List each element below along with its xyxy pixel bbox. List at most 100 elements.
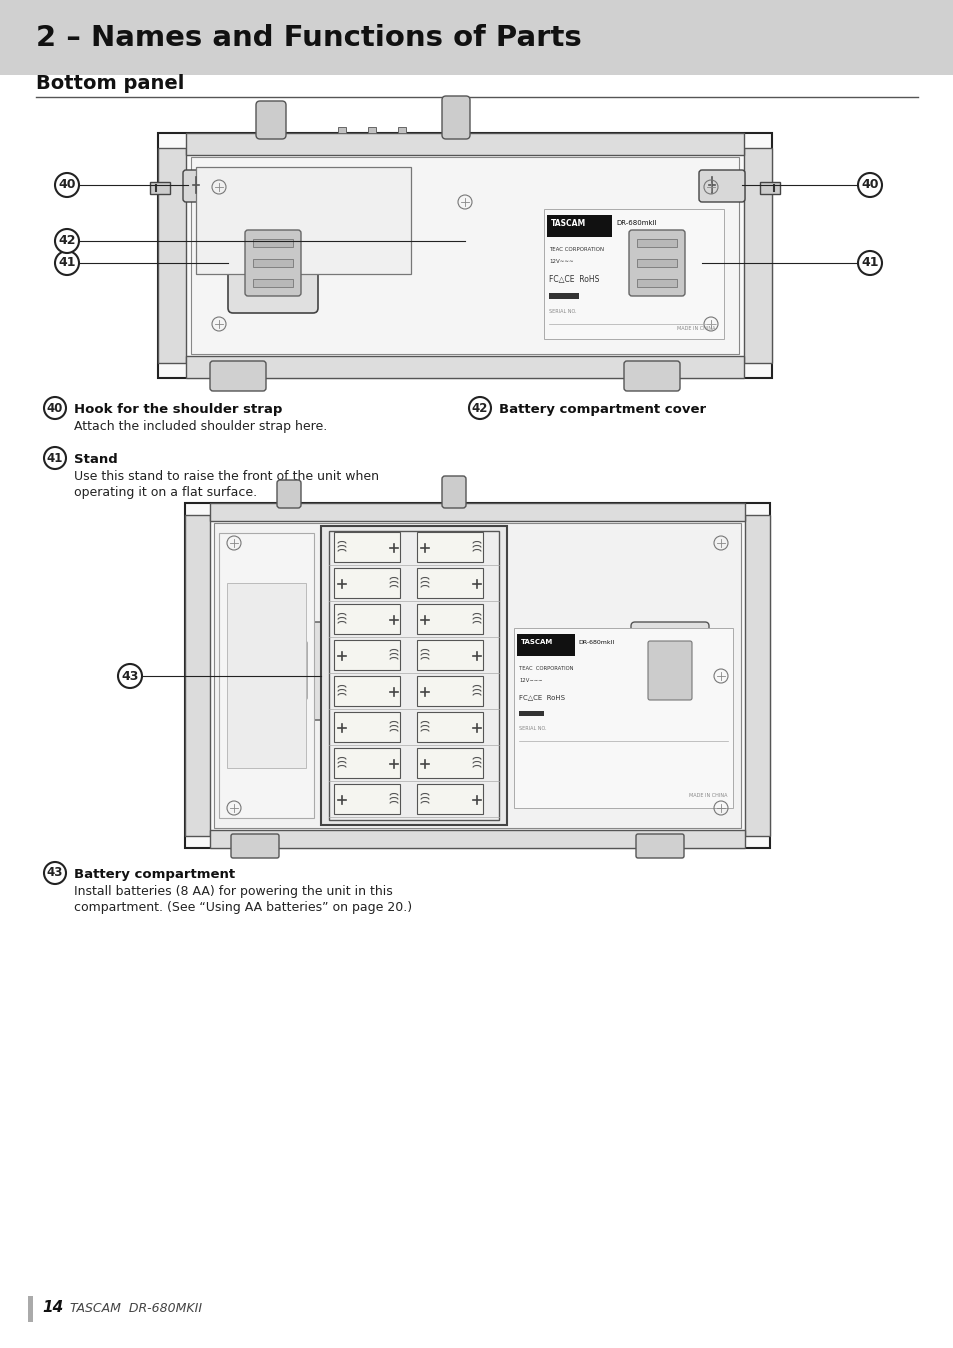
Bar — [334, 748, 399, 778]
Bar — [416, 604, 482, 634]
Bar — [195, 167, 411, 274]
Text: DR-680mkII: DR-680mkII — [578, 639, 614, 644]
Circle shape — [44, 861, 66, 884]
Text: FC△CE  RoHS: FC△CE RoHS — [518, 694, 564, 700]
FancyBboxPatch shape — [263, 642, 307, 700]
Bar — [191, 156, 739, 355]
Text: Attach the included shoulder strap here.: Attach the included shoulder strap here. — [74, 421, 327, 433]
Text: MADE IN CHINA: MADE IN CHINA — [689, 793, 727, 798]
Bar — [337, 127, 346, 133]
Bar — [334, 785, 399, 814]
Circle shape — [55, 173, 79, 197]
Bar — [253, 279, 293, 287]
Circle shape — [469, 398, 491, 419]
FancyBboxPatch shape — [636, 834, 683, 857]
Bar — [227, 582, 306, 768]
FancyBboxPatch shape — [441, 96, 470, 139]
Bar — [213, 523, 740, 828]
Bar — [546, 214, 612, 237]
Text: TASCAM  DR-680MKII: TASCAM DR-680MKII — [70, 1302, 202, 1314]
Text: Bottom panel: Bottom panel — [36, 74, 184, 93]
Text: operating it on a flat surface.: operating it on a flat surface. — [74, 487, 257, 499]
Text: 42: 42 — [472, 402, 488, 414]
Text: SERIAL NO.: SERIAL NO. — [548, 309, 576, 314]
FancyBboxPatch shape — [630, 621, 708, 720]
FancyBboxPatch shape — [231, 834, 278, 857]
Text: 40: 40 — [58, 178, 75, 191]
FancyBboxPatch shape — [245, 231, 301, 297]
Bar — [368, 127, 375, 133]
Bar — [416, 532, 482, 562]
Text: TEAC CORPORATION: TEAC CORPORATION — [548, 247, 603, 252]
Bar — [210, 503, 744, 520]
FancyBboxPatch shape — [183, 170, 229, 202]
Circle shape — [44, 448, 66, 469]
Bar — [514, 628, 732, 807]
Bar — [416, 712, 482, 741]
Bar — [186, 356, 743, 377]
Bar — [637, 259, 677, 267]
Text: DR-680mkII: DR-680mkII — [616, 220, 656, 226]
Bar — [219, 532, 314, 818]
Text: Use this stand to raise the front of the unit when: Use this stand to raise the front of the… — [74, 470, 378, 483]
Bar — [334, 640, 399, 670]
FancyBboxPatch shape — [628, 231, 684, 297]
Text: 2 – Names and Functions of Parts: 2 – Names and Functions of Parts — [36, 23, 581, 51]
Circle shape — [44, 398, 66, 419]
Bar — [334, 675, 399, 706]
Bar — [334, 568, 399, 599]
FancyBboxPatch shape — [647, 642, 691, 700]
Bar — [185, 515, 210, 836]
FancyBboxPatch shape — [276, 480, 301, 508]
Bar — [543, 209, 723, 338]
Bar — [334, 712, 399, 741]
Text: Install batteries (8 AA) for powering the unit in this: Install batteries (8 AA) for powering th… — [74, 886, 393, 898]
Bar — [185, 503, 769, 848]
FancyBboxPatch shape — [246, 621, 324, 720]
Text: FC△CE  RoHS: FC△CE RoHS — [548, 275, 598, 284]
Bar — [158, 148, 186, 363]
Bar — [150, 182, 170, 194]
Text: 14: 14 — [42, 1301, 63, 1316]
Text: 42: 42 — [58, 235, 75, 248]
Bar — [186, 133, 743, 155]
Text: 41: 41 — [58, 256, 75, 270]
Text: 40: 40 — [47, 402, 63, 414]
FancyBboxPatch shape — [228, 213, 317, 313]
Text: TASCAM: TASCAM — [551, 218, 586, 228]
Text: Battery compartment: Battery compartment — [74, 868, 234, 882]
Bar — [416, 640, 482, 670]
Text: MADE IN CHINA: MADE IN CHINA — [677, 326, 716, 332]
Circle shape — [55, 229, 79, 253]
Text: 43: 43 — [47, 867, 63, 879]
Text: 41: 41 — [47, 452, 63, 465]
Bar — [253, 239, 293, 247]
Text: Battery compartment cover: Battery compartment cover — [498, 403, 705, 417]
Text: 12V∼∼∼: 12V∼∼∼ — [548, 259, 573, 264]
FancyBboxPatch shape — [255, 101, 286, 139]
Bar — [416, 748, 482, 778]
Bar — [548, 293, 578, 299]
Text: 43: 43 — [121, 670, 138, 682]
Bar — [637, 239, 677, 247]
Bar — [0, 0, 953, 75]
Bar — [329, 531, 498, 820]
FancyBboxPatch shape — [623, 361, 679, 391]
Circle shape — [55, 251, 79, 275]
Bar — [334, 604, 399, 634]
Text: Hook for the shoulder strap: Hook for the shoulder strap — [74, 403, 282, 417]
Bar — [334, 532, 399, 562]
Bar — [744, 515, 769, 836]
Text: 40: 40 — [861, 178, 878, 191]
Bar — [210, 830, 744, 848]
Text: Stand: Stand — [74, 453, 117, 466]
Bar — [416, 785, 482, 814]
Bar — [397, 127, 406, 133]
FancyBboxPatch shape — [210, 361, 266, 391]
Text: TASCAM: TASCAM — [520, 639, 553, 644]
Bar — [416, 568, 482, 599]
Bar — [416, 675, 482, 706]
Text: 12V∼∼∼: 12V∼∼∼ — [518, 678, 542, 683]
Circle shape — [118, 665, 142, 687]
Bar — [158, 133, 771, 377]
